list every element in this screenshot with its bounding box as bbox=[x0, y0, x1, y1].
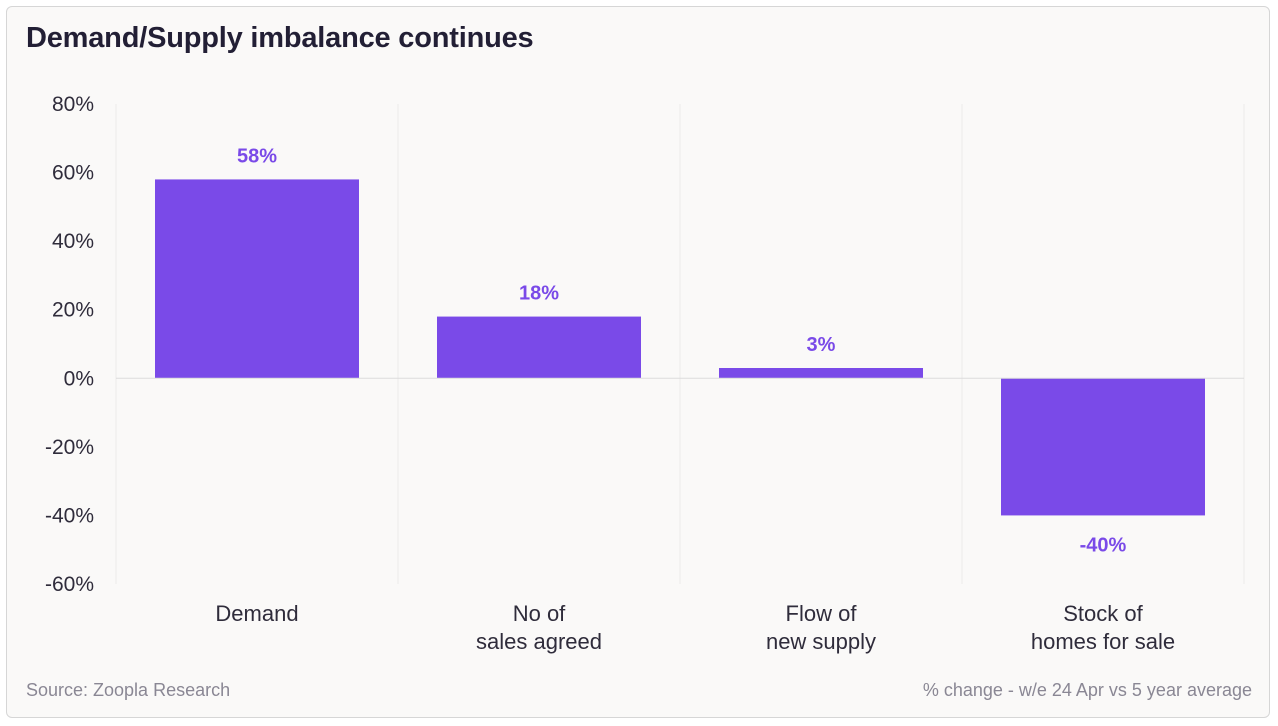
category-label: Stock of homes for sale bbox=[1031, 601, 1175, 654]
data-label: -40% bbox=[1080, 534, 1127, 556]
y-tick-label: 20% bbox=[52, 299, 94, 322]
y-tick-label: -40% bbox=[45, 504, 94, 527]
data-label: 3% bbox=[807, 334, 836, 356]
y-tick-label: -20% bbox=[45, 436, 94, 459]
category-label-line: Demand bbox=[215, 601, 298, 626]
category-label-line: No of bbox=[513, 601, 566, 626]
category-label: No of sales agreed bbox=[476, 601, 602, 654]
measure-note: % change - w/e 24 Apr vs 5 year average bbox=[922, 680, 1252, 700]
category-label-line: homes for sale bbox=[1031, 629, 1175, 654]
category-label-line: sales agreed bbox=[476, 629, 602, 654]
y-tick-label: 60% bbox=[52, 162, 94, 185]
category-label: Flow of new supply bbox=[766, 601, 876, 654]
chart-title: Demand/Supply imbalance continues bbox=[26, 22, 534, 54]
data-label: 58% bbox=[237, 145, 277, 167]
bar bbox=[719, 368, 923, 379]
category-label: Demand bbox=[215, 601, 298, 626]
y-tick-label: 80% bbox=[52, 93, 94, 116]
bar bbox=[437, 316, 641, 379]
category-label-line: Stock of bbox=[1063, 601, 1143, 626]
y-tick-label: 0% bbox=[64, 367, 94, 390]
bar bbox=[1001, 378, 1205, 516]
category-label-line: Flow of bbox=[786, 601, 858, 626]
data-label: 18% bbox=[519, 283, 559, 305]
category-label-line: new supply bbox=[766, 629, 876, 654]
bar bbox=[155, 179, 359, 379]
y-tick-label: -60% bbox=[45, 573, 94, 596]
source-note: Source: Zoopla Research bbox=[26, 680, 231, 700]
y-tick-label: 40% bbox=[52, 230, 94, 253]
